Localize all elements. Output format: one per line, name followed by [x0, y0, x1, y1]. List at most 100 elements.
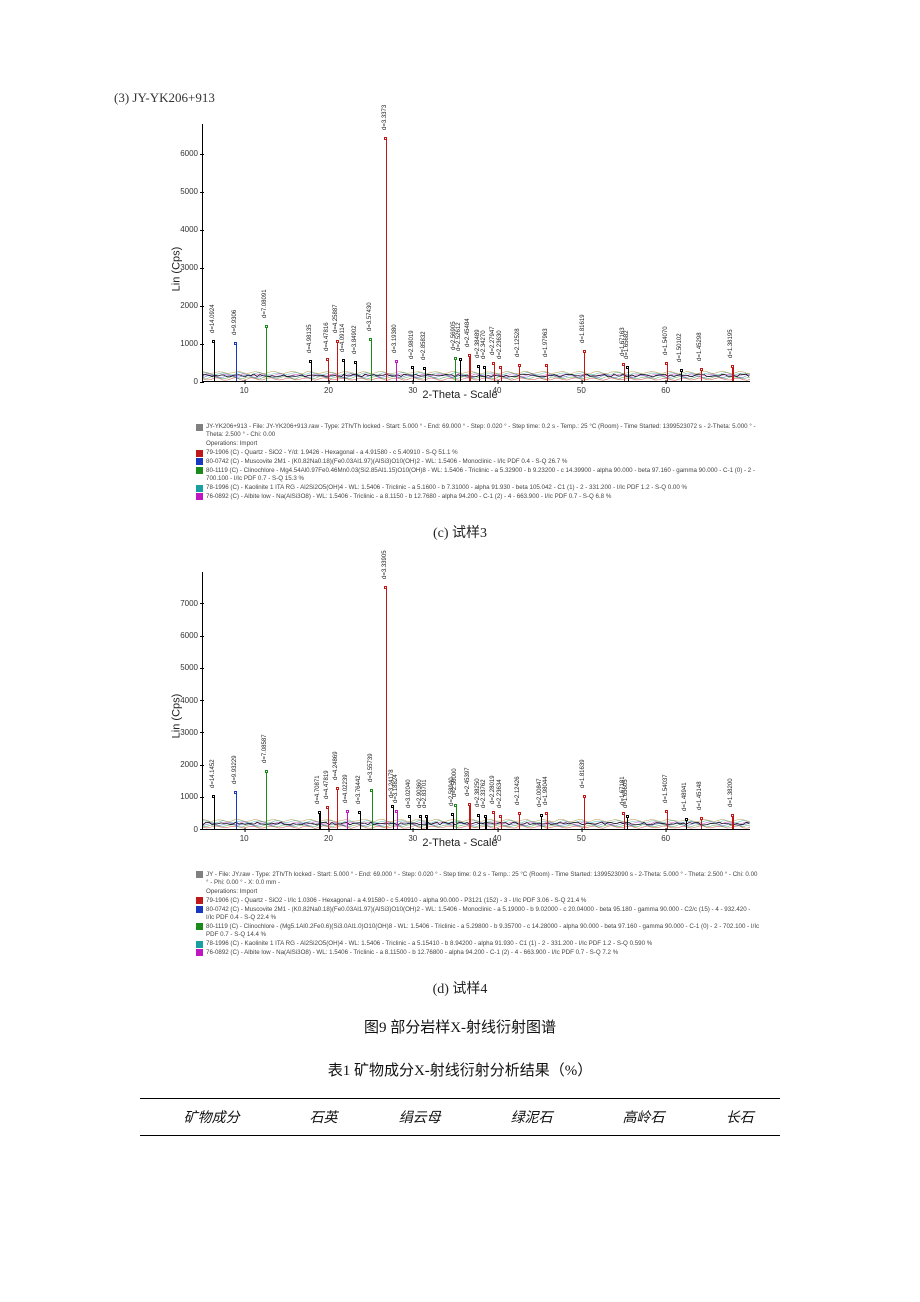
xrd-peak — [337, 341, 338, 381]
d-spacing-label: d=1.45298 — [697, 333, 703, 362]
xrd-peak — [519, 813, 520, 829]
xrd-peak — [455, 358, 456, 381]
legend-swatch-icon — [196, 949, 203, 956]
figure-caption: 图9 部分岩样X-射线衍射图谱 — [100, 1016, 820, 1037]
d-spacing-label: d=1.81639 — [580, 760, 586, 789]
sample-id-label: (3) JY-YK206+913 — [114, 90, 820, 106]
legend-line: 80-1119 (C) - Clinochlore - Mg4.54Al0.97… — [196, 467, 760, 484]
legend-swatch-icon — [196, 424, 203, 431]
legend-text: Operations: Import — [206, 440, 257, 448]
d-spacing-label: d=4.02239 — [343, 775, 349, 804]
d-spacing-label: d=3.18824 — [393, 774, 399, 803]
d-spacing-label: d=2.33762 — [481, 779, 487, 808]
chart-axes: d=14.0924d=9.9306d=7.08091d=4.98135d=4.4… — [202, 124, 750, 382]
d-spacing-label: d=4.47816 — [324, 322, 330, 351]
xrd-peak — [356, 362, 357, 381]
d-spacing-label: d=3.55739 — [368, 754, 374, 783]
legend-text: 80-0742 (C) - Muscovite 2M1 - (K0.82Na0.… — [206, 906, 760, 923]
legend-text: 80-1119 (C) - Clinochlore - Mg4.54Al0.97… — [206, 467, 760, 484]
xrd-peak — [501, 367, 502, 381]
xrd-peak — [386, 138, 387, 381]
d-spacing-label: d=1.48941 — [682, 783, 688, 812]
legend-line: 76-0892 (C) - Albite low - Na(AlSi3O8) -… — [196, 493, 760, 501]
xrd-peak — [541, 815, 542, 829]
table-header: 长石 — [699, 1098, 780, 1135]
xrd-peak — [519, 365, 520, 381]
d-spacing-label: d=4.70871 — [315, 775, 321, 804]
xrd-peak — [386, 587, 387, 829]
d-spacing-label: d=2.27947 — [490, 326, 496, 355]
xrd-peak — [214, 341, 215, 381]
table-header: 石英 — [283, 1098, 364, 1135]
d-spacing-label: d=2.12528 — [515, 329, 521, 358]
d-spacing-label: d=4.25887 — [333, 305, 339, 334]
d-spacing-label: d=4.98135 — [307, 325, 313, 354]
xrd-peak — [479, 815, 480, 829]
legend-line: 79-1906 (C) - Quartz - SiO2 - Y/d: 1.942… — [196, 449, 760, 457]
legend-text: 78-1996 (C) - Kaolinite 1 ITA RG - Al2Si… — [206, 940, 652, 948]
d-spacing-label: d=4.47819 — [324, 771, 330, 800]
legend-swatch-icon — [196, 493, 203, 500]
xrd-peak — [584, 796, 585, 828]
d-spacing-label: d=3.76442 — [356, 775, 362, 804]
legend-swatch-icon — [196, 923, 203, 930]
d-spacing-label: d=4.24869 — [333, 752, 339, 781]
d-spacing-label: d=2.52612 — [456, 322, 462, 351]
xrd-peak — [328, 807, 329, 828]
legend-line: 80-0742 (C) - Muscovite 2M1 - (K0.82Na0.… — [196, 458, 760, 466]
xrd-peak — [319, 812, 320, 829]
xrd-peak — [453, 814, 454, 829]
legend-text: JY - File: JY.raw - Type: 2Th/Th locked … — [206, 871, 760, 888]
d-spacing-label: d=2.98019 — [409, 330, 415, 359]
xrd-peak — [372, 790, 373, 829]
xrd-peak — [494, 812, 495, 829]
legend-text: 79-1906 (C) - Quartz - SiO2 - I/Ic 1.030… — [206, 897, 586, 905]
table-header: 高岭石 — [588, 1098, 700, 1135]
xrd-peak — [360, 812, 361, 829]
d-spacing-label: d=1.65605 — [623, 779, 629, 808]
legend-text: Operations: Import — [206, 888, 257, 896]
d-spacing-label: d=2.34270 — [481, 330, 487, 359]
d-spacing-label: d=1.54070 — [663, 326, 669, 355]
legend-text: 80-0742 (C) - Muscovite 2M1 - (K0.82Na0.… — [206, 458, 567, 466]
xrd-peak — [393, 806, 394, 829]
d-spacing-label: d=2.83701 — [422, 780, 428, 809]
d-spacing-label: d=2.23630 — [497, 330, 503, 359]
legend-swatch-icon — [196, 485, 203, 492]
xrd-peak — [667, 811, 668, 829]
xrd-peak — [236, 792, 237, 829]
chart-axes: d=14.1452d=9.93229d=7.08587d=4.70871d=4.… — [202, 572, 750, 830]
xrd-peak — [732, 815, 733, 829]
d-spacing-label: d=2.38250 — [475, 779, 481, 808]
xrd-peak — [236, 343, 237, 381]
legend-swatch-icon — [196, 906, 203, 913]
xrd-peak — [485, 367, 486, 381]
xrd-figure-c: Lin (Cps) d=14.0924d=9.9306d=7.08091d=4.… — [140, 112, 780, 510]
xrd-peak — [413, 367, 414, 381]
d-spacing-label: d=14.1452 — [210, 760, 216, 789]
legend-line: 79-1906 (C) - Quartz - SiO2 - I/Ic 1.030… — [196, 897, 760, 905]
table-caption: 表1 矿物成分X-射线衍射分析结果（%） — [100, 1059, 820, 1080]
d-spacing-label: d=2.85832 — [421, 331, 427, 360]
legend-line: JY - File: JY.raw - Type: 2Th/Th locked … — [196, 871, 760, 888]
legend-line: 80-0742 (C) - Muscovite 2M1 - (K0.82Na0.… — [196, 906, 760, 923]
xrd-peak — [266, 326, 267, 381]
xrd-peak — [214, 796, 215, 828]
legend-swatch-icon — [196, 450, 203, 457]
xrd-peak — [344, 360, 345, 381]
d-spacing-label: d=2.12426 — [515, 776, 521, 805]
d-spacing-label: d=9.93229 — [232, 755, 238, 784]
d-spacing-label: d=7.08587 — [262, 734, 268, 763]
xrd-peak — [469, 804, 470, 829]
table-header: 矿物成分 — [140, 1098, 283, 1135]
legend-text: 76-0892 (C) - Albite low - Na(AlSi3O8) -… — [206, 493, 611, 501]
xrd-peak — [337, 788, 338, 828]
d-spacing-label: d=1.65682 — [624, 330, 630, 359]
xrd-peak — [328, 359, 329, 381]
xrd-peak — [347, 811, 348, 828]
d-spacing-label: d=1.81619 — [580, 315, 586, 344]
xrd-peak — [396, 361, 397, 381]
d-spacing-label: d=7.08091 — [262, 289, 268, 318]
d-spacing-label: d=3.3373 — [382, 105, 388, 130]
d-spacing-label: d=1.54037 — [663, 774, 669, 803]
